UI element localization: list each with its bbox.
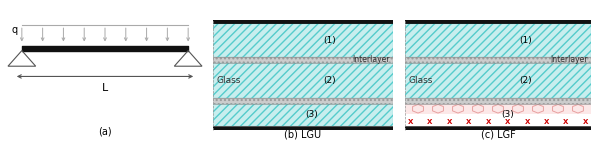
Bar: [213, 126, 393, 129]
Text: (c) LGF: (c) LGF: [481, 129, 515, 139]
Text: (2): (2): [520, 76, 532, 85]
Text: q: q: [12, 25, 18, 35]
Bar: [213, 104, 393, 126]
Bar: [213, 63, 393, 98]
Bar: [213, 63, 393, 98]
Text: Interlayer: Interlayer: [550, 55, 587, 64]
Text: X: X: [485, 119, 491, 124]
Bar: [213, 20, 393, 24]
Bar: [405, 63, 591, 98]
Text: X: X: [524, 119, 530, 124]
Text: (1): (1): [323, 36, 337, 45]
Bar: [405, 24, 591, 57]
Text: Glass: Glass: [409, 76, 433, 85]
Bar: [405, 98, 591, 104]
Text: X: X: [408, 119, 413, 124]
Text: (b) LGU: (b) LGU: [284, 129, 322, 139]
Text: X: X: [466, 119, 472, 124]
Text: X: X: [505, 119, 511, 124]
Text: (3): (3): [305, 110, 319, 119]
Bar: [405, 63, 591, 98]
Text: X: X: [544, 119, 549, 124]
Bar: [213, 98, 393, 104]
Text: X: X: [563, 119, 569, 124]
Text: (2): (2): [323, 76, 337, 85]
Text: (1): (1): [520, 36, 532, 45]
Text: (3): (3): [501, 110, 514, 119]
Bar: [213, 24, 393, 57]
Bar: [213, 57, 393, 63]
Text: (a): (a): [98, 127, 112, 136]
Bar: [405, 20, 591, 24]
Bar: [213, 104, 393, 126]
Text: L: L: [102, 83, 108, 93]
Bar: [213, 98, 393, 104]
Bar: [405, 57, 591, 63]
Bar: [213, 24, 393, 57]
Text: Interlayer: Interlayer: [352, 55, 389, 64]
Bar: [405, 126, 591, 129]
Bar: [405, 57, 591, 63]
Text: X: X: [447, 119, 452, 124]
Bar: [213, 57, 393, 63]
Bar: [405, 104, 591, 114]
Text: Glass: Glass: [217, 76, 241, 85]
Bar: [405, 98, 591, 104]
Text: X: X: [427, 119, 433, 124]
Bar: [405, 24, 591, 57]
Text: X: X: [583, 119, 588, 124]
